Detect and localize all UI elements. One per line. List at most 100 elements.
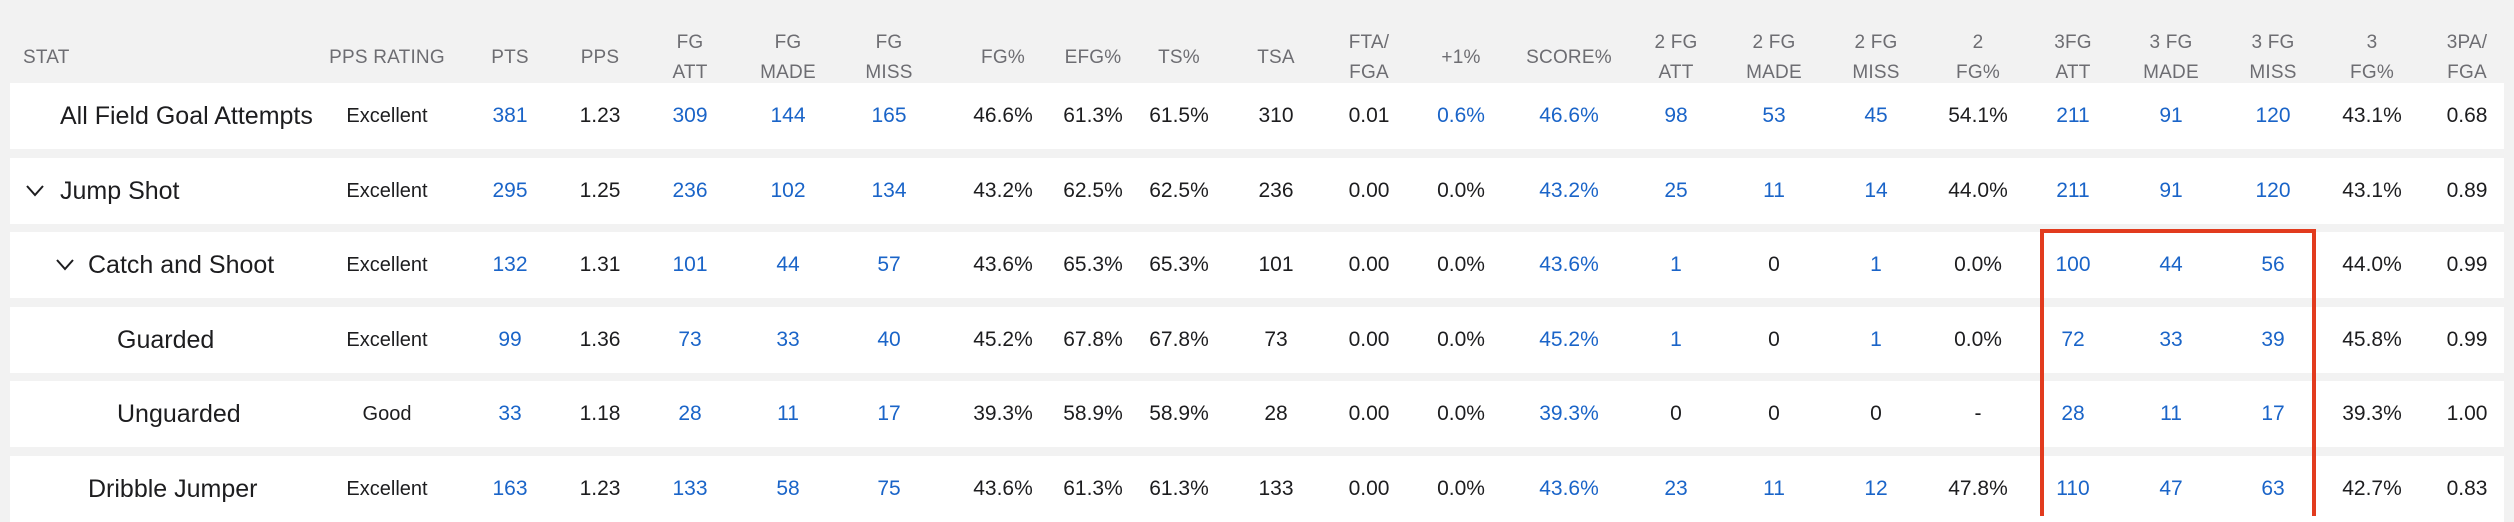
column-header-pa3-fga[interactable]: 3PA/ FGA [2446,31,2488,83]
cell-fg2-miss[interactable]: 1 [1870,328,1882,351]
caret-down-icon[interactable] [54,232,76,298]
column-header-fg2-made[interactable]: 2 FG MADE [1746,31,1802,83]
cell-fg3-made[interactable]: 11 [2160,402,2182,425]
cell-fg-made[interactable]: 58 [776,477,800,500]
column-header-tsa[interactable]: TSA [1257,46,1295,68]
cell-fg-att[interactable]: 28 [678,402,702,425]
cell-plus1-pct[interactable]: 0.6% [1437,104,1485,127]
cell-fg-miss[interactable]: 75 [877,477,901,500]
cell-ts-pct: 58.9% [1149,402,1209,425]
cell-fg2-att[interactable]: 1 [1670,328,1682,351]
cell-fg3-miss[interactable]: 120 [2255,179,2291,202]
cell-fg3-made[interactable]: 33 [2159,328,2183,351]
cell-ts-pct: 65.3% [1149,253,1209,276]
cell-fg2-miss[interactable]: 14 [1864,179,1888,202]
cell-fg2-miss[interactable]: 1 [1870,253,1882,276]
cell-fg-made[interactable]: 144 [770,104,806,127]
cell-fg3-att[interactable]: 211 [2056,104,2090,127]
column-header-fg3-att[interactable]: 3FG ATT [2054,31,2092,83]
cell-pts[interactable]: 33 [498,402,522,425]
cell-fg2-made[interactable]: 11 [1763,179,1785,202]
column-header-fta-fga[interactable]: FTA/ FGA [1348,31,1390,83]
table-row[interactable]: All Field Goal Attempts Excellent 381 1.23 3… [10,83,2504,149]
cell-fg-att[interactable]: 236 [672,179,708,202]
row-label[interactable]: Catch and Shoot [88,250,275,279]
cell-fg3-att[interactable]: 72 [2061,328,2085,351]
column-header-fg-made[interactable]: FG MADE [760,31,816,83]
column-header-score-pct[interactable]: SCORE% [1526,46,1612,68]
cell-fg2-att[interactable]: 23 [1664,477,1688,500]
cell-score-pct[interactable]: 39.3% [1539,402,1599,425]
cell-fg-att[interactable]: 101 [672,253,708,276]
cell-fg3-miss[interactable]: 56 [2261,253,2285,276]
table-row[interactable]: Unguarded Good 33 1.18 28 11 17 39.3% 58.9% 58.9%… [10,381,2504,447]
row-label[interactable]: Jump Shot [60,176,180,205]
column-header-efg-pct[interactable]: EFG% [1064,46,1122,68]
cell-fg3-miss[interactable]: 63 [2261,477,2285,500]
cell-pps-rating: Excellent [346,179,428,202]
column-header-pts[interactable]: PTS [491,46,529,68]
column-header-fg2-miss[interactable]: 2 FG MISS [1852,31,1900,83]
cell-pps-rating: Excellent [346,328,428,351]
cell-fg-made[interactable]: 33 [776,328,800,351]
cell-fg3-att[interactable]: 110 [2056,477,2090,500]
cell-fg-made[interactable]: 44 [776,253,800,276]
cell-fg2-att[interactable]: 1 [1670,253,1682,276]
cell-fg2-att[interactable]: 25 [1664,179,1688,202]
cell-fg3-miss[interactable]: 39 [2261,328,2285,351]
cell-fg3-made[interactable]: 44 [2159,253,2183,276]
cell-fg3-made[interactable]: 91 [2159,104,2183,127]
table-row[interactable]: Catch and Shoot Excellent 132 1.31 101 44 57 43… [10,232,2504,298]
cell-fg3-att[interactable]: 211 [2056,179,2090,202]
cell-pts[interactable]: 381 [492,104,528,127]
table-row[interactable]: Jump Shot Excellent 295 1.25 236 102 134 43.2% 6… [10,158,2504,224]
cell-pts[interactable]: 99 [498,328,522,351]
cell-fg3-miss[interactable]: 17 [2261,402,2285,425]
cell-score-pct[interactable]: 43.6% [1539,477,1599,500]
cell-pts[interactable]: 132 [492,253,528,276]
cell-fg-made[interactable]: 11 [777,402,799,425]
column-header-pps-rating[interactable]: PPS RATING [329,46,445,68]
cell-fg-made[interactable]: 102 [770,179,806,202]
table-row[interactable]: Dribble Jumper Excellent 163 1.23 133 58 75 43.… [10,456,2504,522]
table-row[interactable]: Guarded Excellent 99 1.36 73 33 40 45.2% 67.8% 67… [10,307,2504,373]
column-header-plus1-pct[interactable]: +1% [1441,46,1481,68]
cell-fg3-att[interactable]: 28 [2061,402,2085,425]
column-header-fg3-made[interactable]: 3 FG MADE [2143,31,2199,83]
cell-fg-miss[interactable]: 17 [877,402,901,425]
cell-fg2-made[interactable]: 53 [1762,104,1786,127]
cell-fg-att[interactable]: 73 [678,328,702,351]
cell-fg2-pct: 0.0% [1954,328,2002,351]
column-header-fg3-pct[interactable]: 3 FG% [2350,31,2394,83]
cell-fg3-att[interactable]: 100 [2055,253,2091,276]
cell-fg3-made[interactable]: 91 [2159,179,2183,202]
cell-fg2-miss[interactable]: 45 [1864,104,1888,127]
cell-fg2-miss[interactable]: 12 [1864,477,1888,500]
column-header-fg3-miss[interactable]: 3 FG MISS [2249,31,2297,83]
column-header-fg-miss[interactable]: FG MISS [865,31,913,83]
column-header-fg2-pct[interactable]: 2 FG% [1956,31,2000,83]
column-header-fg-att[interactable]: FG ATT [672,31,708,83]
cell-score-pct[interactable]: 46.6% [1539,104,1599,127]
cell-fg-att[interactable]: 309 [672,104,708,127]
cell-score-pct[interactable]: 43.2% [1539,179,1599,202]
cell-fg2-made[interactable]: 11 [1763,477,1785,500]
caret-down-icon[interactable] [24,158,46,224]
column-header-stat[interactable]: STAT [23,46,70,68]
column-header-fg2-att[interactable]: 2 FG ATT [1654,31,1698,83]
cell-pts[interactable]: 163 [492,477,528,500]
cell-fg-miss[interactable]: 134 [871,179,907,202]
cell-fg-miss[interactable]: 165 [871,104,907,127]
cell-fg3-made[interactable]: 47 [2159,477,2183,500]
cell-fg-miss[interactable]: 57 [877,253,901,276]
cell-fg2-att[interactable]: 98 [1664,104,1688,127]
cell-fg-att[interactable]: 133 [672,477,708,500]
cell-score-pct[interactable]: 43.6% [1539,253,1599,276]
cell-fg3-miss[interactable]: 120 [2255,104,2291,127]
column-header-ts-pct[interactable]: TS% [1158,46,1200,68]
column-header-pps[interactable]: PPS [580,46,620,68]
cell-pts[interactable]: 295 [492,179,528,202]
cell-fg-miss[interactable]: 40 [877,328,901,351]
column-header-fg-pct[interactable]: FG% [981,46,1025,68]
cell-score-pct[interactable]: 45.2% [1539,328,1599,351]
